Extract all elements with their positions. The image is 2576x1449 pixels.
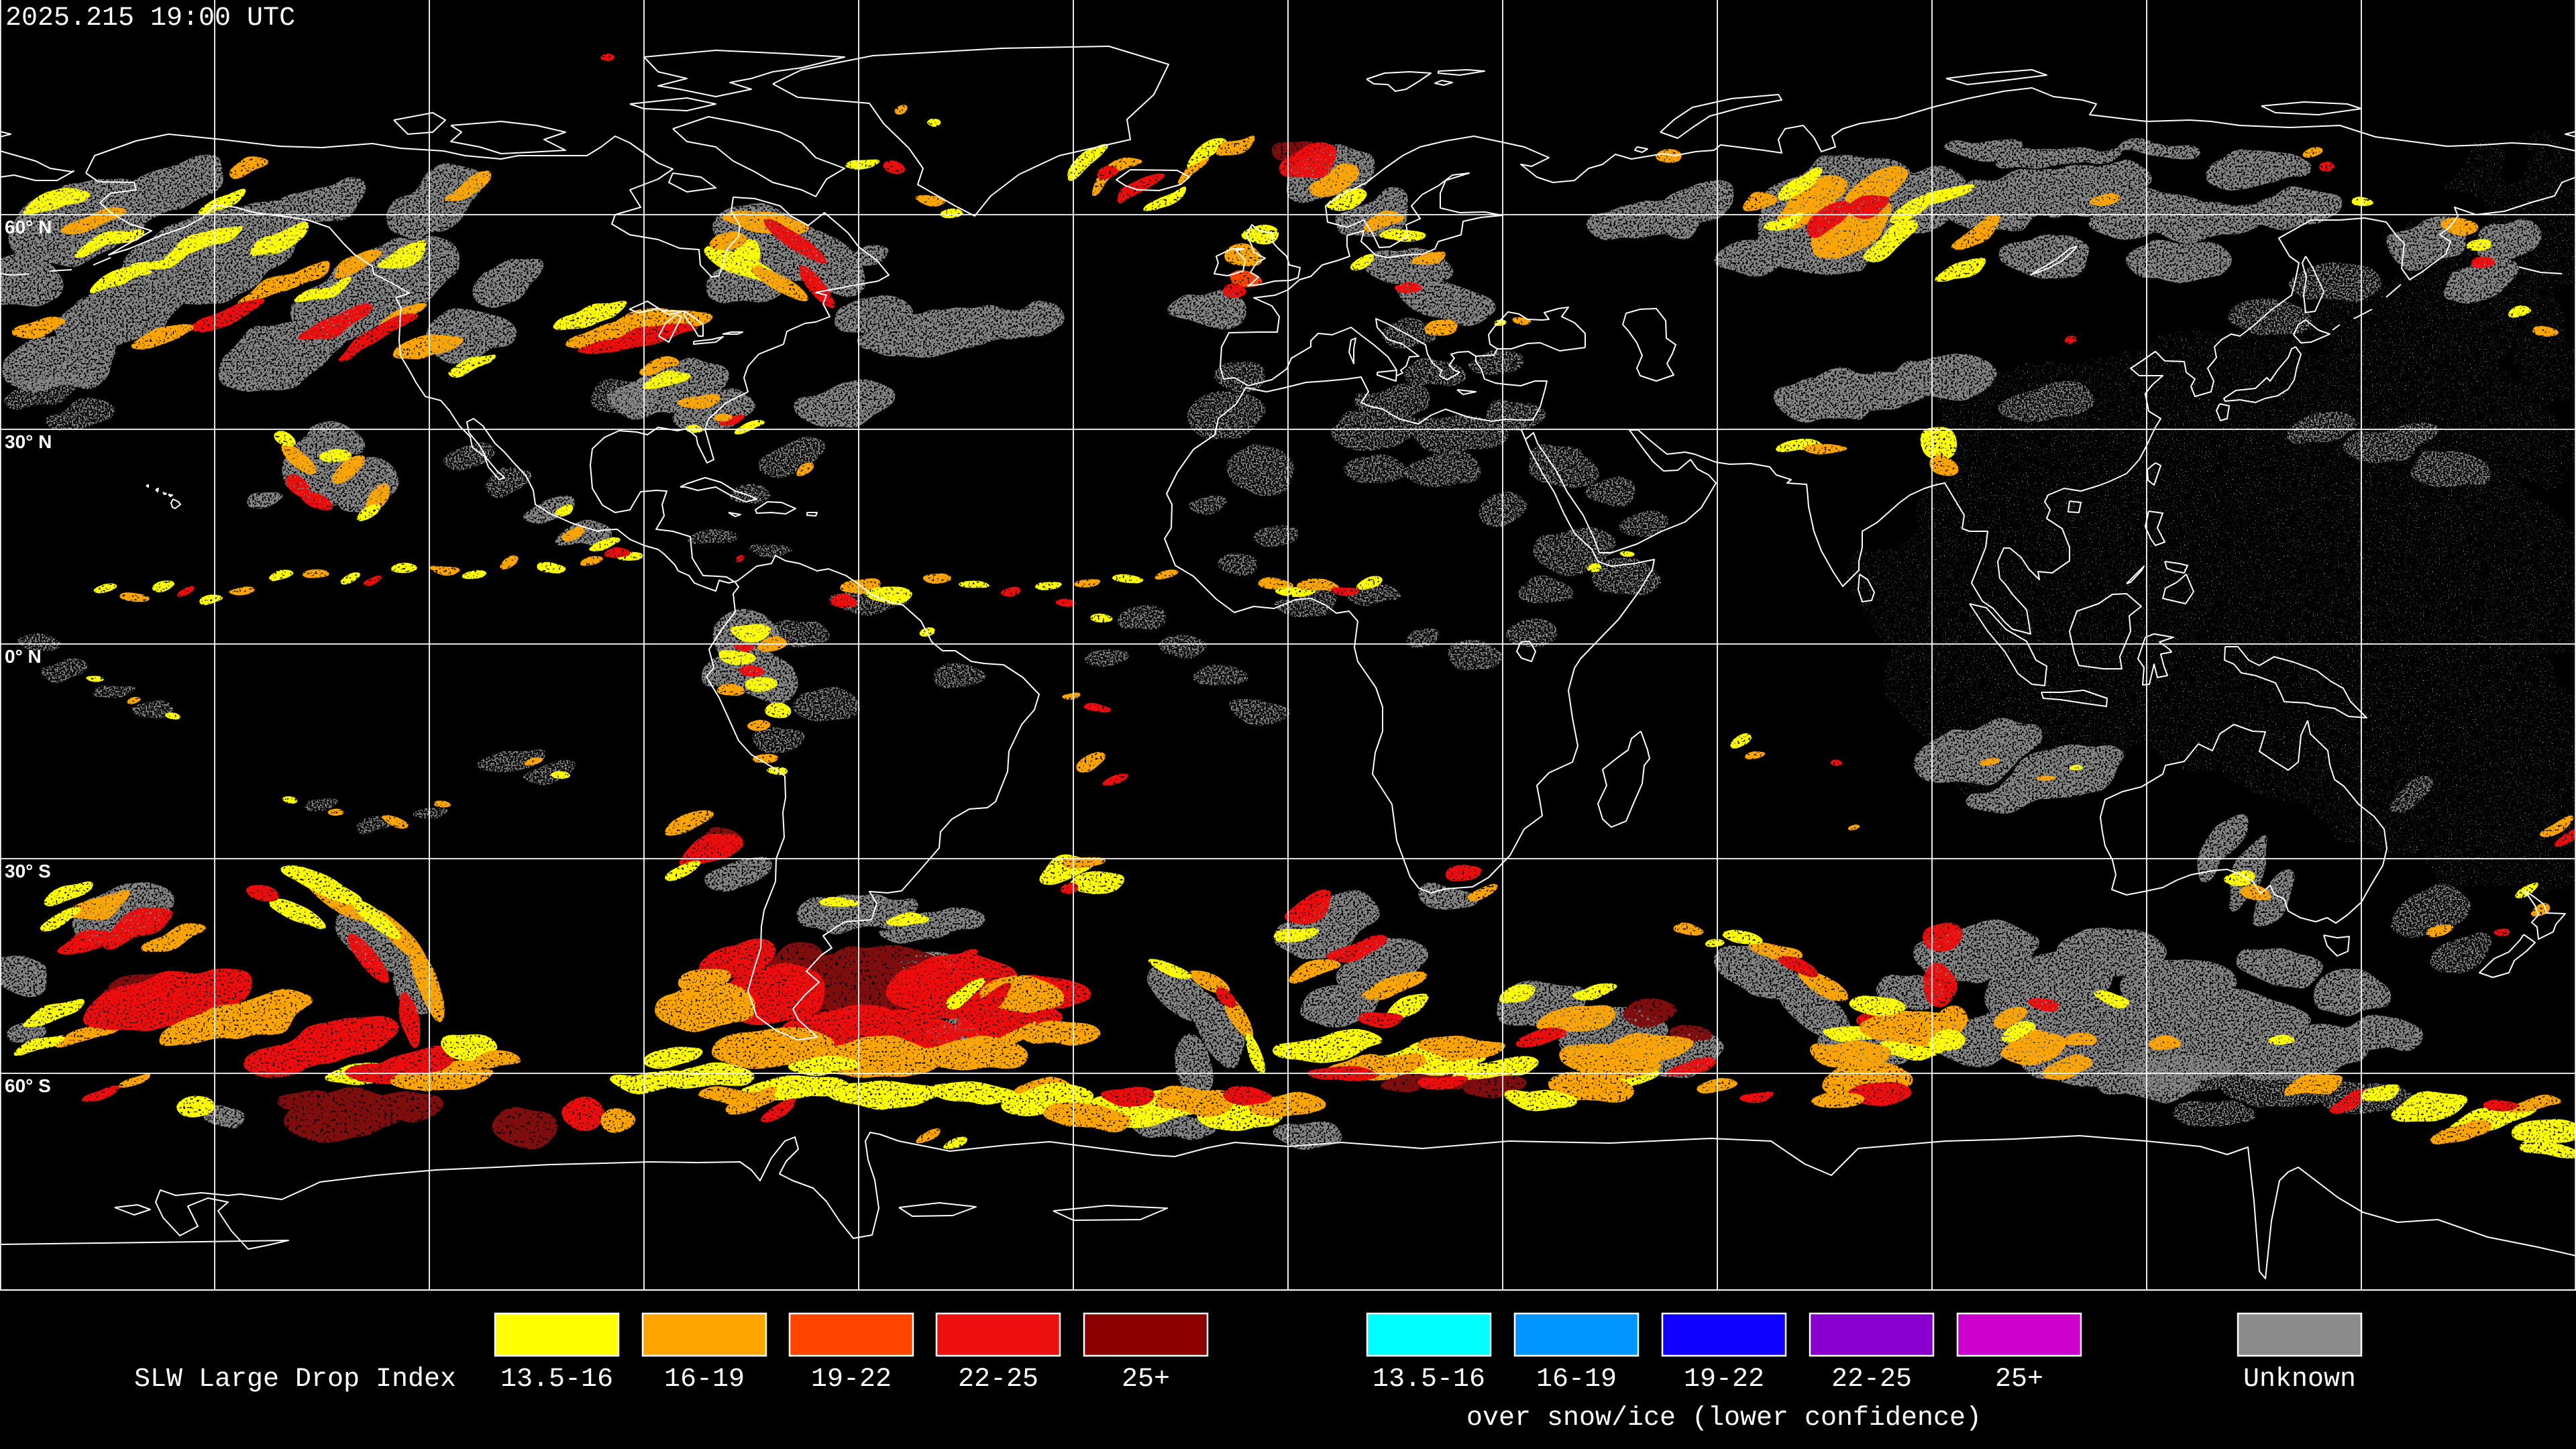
svg-text:30° S: 30° S <box>5 861 51 881</box>
svg-text:22-25: 22-25 <box>1831 1364 1912 1395</box>
svg-text:22-25: 22-25 <box>958 1364 1038 1395</box>
svg-text:0° N: 0° N <box>5 646 42 667</box>
svg-text:16-19: 16-19 <box>664 1364 745 1395</box>
svg-text:over snow/ice (lower confidenc: over snow/ice (lower confidence) <box>1466 1403 1982 1434</box>
svg-text:19-22: 19-22 <box>811 1364 892 1395</box>
svg-text:SLW Large Drop Index: SLW Large Drop Index <box>134 1364 456 1395</box>
svg-text:2025.215 19:00 UTC: 2025.215 19:00 UTC <box>5 3 295 34</box>
svg-text:13.5-16: 13.5-16 <box>1373 1364 1485 1395</box>
svg-text:60° S: 60° S <box>5 1075 51 1096</box>
svg-text:25+: 25+ <box>1995 1364 2043 1395</box>
svg-text:25+: 25+ <box>1122 1364 1170 1395</box>
svg-text:30° N: 30° N <box>5 431 52 452</box>
svg-text:13.5-16: 13.5-16 <box>500 1364 613 1395</box>
svg-text:16-19: 16-19 <box>1536 1364 1617 1395</box>
svg-text:60° N: 60° N <box>5 217 52 237</box>
svg-text:Unknown: Unknown <box>2243 1364 2356 1395</box>
svg-text:19-22: 19-22 <box>1684 1364 1764 1395</box>
